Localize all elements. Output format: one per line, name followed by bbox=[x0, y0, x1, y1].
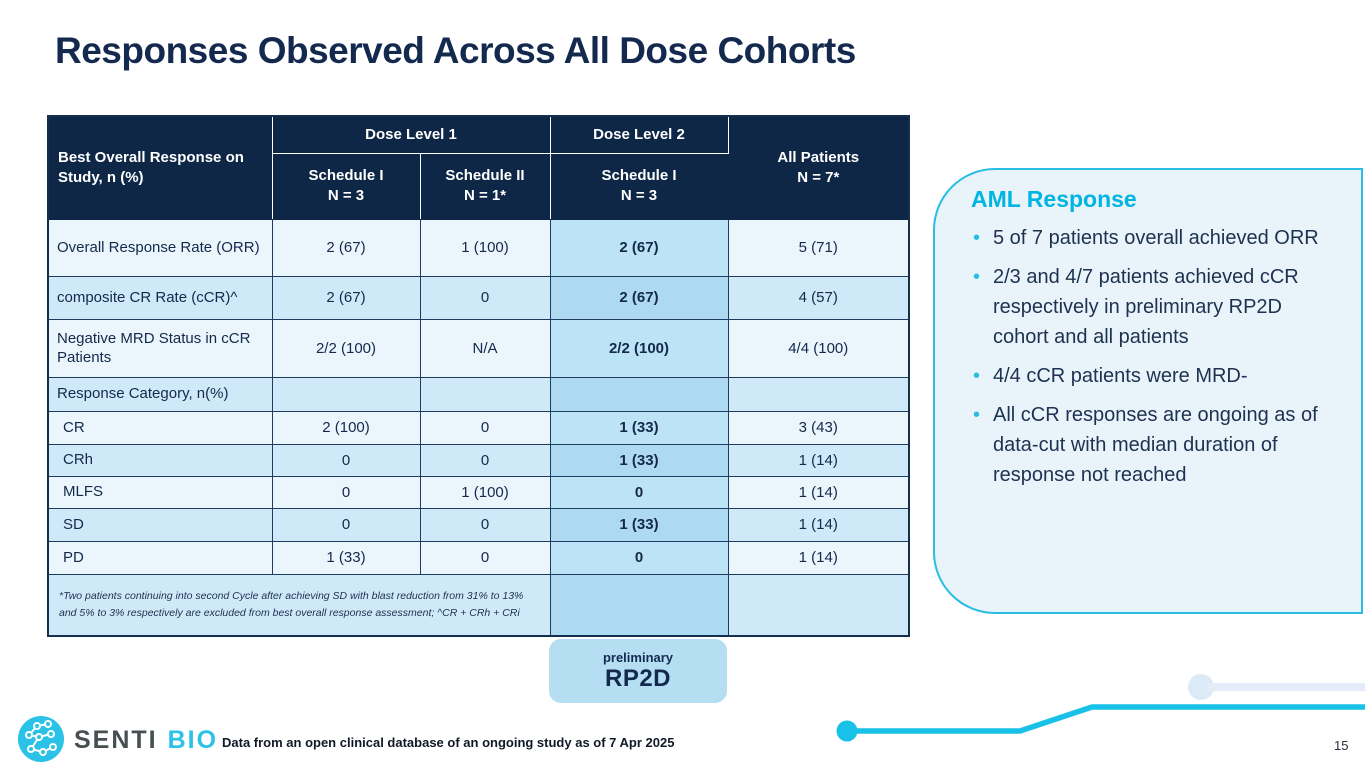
row-value bbox=[271, 376, 421, 412]
row-value: 0 bbox=[549, 540, 729, 575]
table-row: CRh 0 0 1 (33) 1 (14) bbox=[47, 443, 910, 477]
rp2d-label-small: preliminary bbox=[602, 649, 674, 665]
table-row: PD 1 (33) 0 0 1 (14) bbox=[47, 540, 910, 575]
corner-header: Best Overall Response on Study, n (%) bbox=[47, 115, 273, 220]
row-value: 1 (33) bbox=[549, 410, 729, 445]
table-row: Negative MRD Status in cCR Patients 2/2 (… bbox=[47, 318, 910, 378]
col-header-dl2-schedule-1: Schedule I N = 3 bbox=[549, 152, 729, 220]
group-header-dose-level-2: Dose Level 2 bbox=[549, 115, 729, 154]
row-value: 1 (14) bbox=[727, 507, 910, 542]
row-value: 1 (33) bbox=[549, 507, 729, 542]
row-value: 1 (14) bbox=[727, 443, 910, 477]
table-row: MLFS 0 1 (100) 0 1 (14) bbox=[47, 475, 910, 509]
footnote-empty-cell bbox=[727, 573, 910, 637]
row-value: 0 bbox=[271, 507, 421, 542]
data-source-note: Data from an open clinical database of a… bbox=[222, 735, 675, 750]
table-row: composite CR Rate (cCR)^ 2 (67) 0 2 (67) 4 (… bbox=[47, 275, 910, 320]
row-value: 2 (67) bbox=[271, 218, 421, 277]
row-value: 1 (14) bbox=[727, 540, 910, 575]
callout-bullet: All cCR responses are ongoing as of data… bbox=[971, 400, 1343, 490]
preliminary-rp2d-badge: preliminary RP2D bbox=[549, 639, 727, 703]
row-value: N/A bbox=[419, 318, 551, 378]
row-value: 0 bbox=[419, 540, 551, 575]
callout-bullet-list: 5 of 7 patients overall achieved ORR 2/3 … bbox=[971, 223, 1343, 490]
row-value: 1 (33) bbox=[549, 443, 729, 477]
page-number: 15 bbox=[1334, 738, 1349, 753]
table-row: CR 2 (100) 0 1 (33) 3 (43) bbox=[47, 410, 910, 445]
page-title: Responses Observed Across All Dose Cohor… bbox=[55, 30, 856, 71]
wordmark-bio: BIO bbox=[167, 726, 219, 754]
row-label: Negative MRD Status in cCR Patients bbox=[47, 318, 273, 378]
row-value: 0 bbox=[419, 410, 551, 445]
row-value: 5 (71) bbox=[727, 218, 910, 277]
table-body: Overall Response Rate (ORR) 2 (67) 1 (100)… bbox=[47, 218, 910, 575]
row-value: 0 bbox=[419, 275, 551, 320]
col-header-line2: N = 7* bbox=[797, 168, 840, 186]
row-value: 0 bbox=[271, 443, 421, 477]
row-value bbox=[727, 376, 910, 412]
col-header-dl1-schedule-2: Schedule II N = 1* bbox=[419, 152, 551, 220]
row-label: PD bbox=[47, 540, 273, 575]
row-label: MLFS bbox=[47, 475, 273, 509]
circuit-line-decoration bbox=[836, 674, 1365, 742]
row-value: 0 bbox=[271, 475, 421, 509]
row-value bbox=[549, 376, 729, 412]
group-header-dose-level-1: Dose Level 1 bbox=[271, 115, 551, 154]
col-header-line2: N = 3 bbox=[620, 187, 658, 204]
row-value: 2/2 (100) bbox=[549, 318, 729, 378]
callout-title: AML Response bbox=[971, 186, 1137, 212]
row-value: 1 (14) bbox=[727, 475, 910, 509]
row-label: composite CR Rate (cCR)^ bbox=[47, 275, 273, 320]
row-value bbox=[419, 376, 551, 412]
callout-bullet: 5 of 7 patients overall achieved ORR bbox=[971, 223, 1343, 253]
table-header: Best Overall Response on Study, n (%) Do… bbox=[47, 115, 910, 220]
row-value: 0 bbox=[419, 443, 551, 477]
col-header-dl1-schedule-1: Schedule I N = 3 bbox=[271, 152, 421, 220]
callout-bullet: 4/4 cCR patients were MRD- bbox=[971, 361, 1343, 391]
table-footer: *Two patients continuing into second Cyc… bbox=[47, 573, 910, 637]
response-table: Best Overall Response on Study, n (%) Do… bbox=[47, 115, 910, 637]
footnote-highlight-cell bbox=[549, 573, 729, 637]
rp2d-label-big: RP2D bbox=[604, 664, 672, 692]
col-header-all-patients: All Patients N = 7* bbox=[727, 115, 910, 220]
callout-bullet: 2/3 and 4/7 patients achieved cCR respec… bbox=[971, 262, 1343, 352]
response-table-container: Best Overall Response on Study, n (%) Do… bbox=[47, 115, 910, 637]
row-value: 2 (67) bbox=[549, 275, 729, 320]
row-value: 1 (33) bbox=[271, 540, 421, 575]
row-value: 0 bbox=[419, 507, 551, 542]
row-value: 2 (100) bbox=[271, 410, 421, 445]
senti-bio-logo-icon bbox=[18, 716, 64, 762]
table-footnote: *Two patients continuing into second Cyc… bbox=[47, 573, 551, 637]
row-value: 2 (67) bbox=[549, 218, 729, 277]
row-value: 1 (100) bbox=[419, 475, 551, 509]
table-row: SD 0 0 1 (33) 1 (14) bbox=[47, 507, 910, 542]
row-value: 4 (57) bbox=[727, 275, 910, 320]
col-header-line1: Schedule I bbox=[601, 166, 677, 184]
aml-response-callout: AML Response 5 of 7 patients overall ach… bbox=[933, 168, 1363, 614]
wordmark-senti: SENTI bbox=[74, 726, 158, 754]
row-label: SD bbox=[47, 507, 273, 542]
row-label: Response Category, n(%) bbox=[47, 376, 273, 412]
table-row: Overall Response Rate (ORR) 2 (67) 1 (100)… bbox=[47, 218, 910, 277]
col-header-line1: Schedule II bbox=[445, 166, 525, 184]
row-label: Overall Response Rate (ORR) bbox=[47, 218, 273, 277]
row-value: 4/4 (100) bbox=[727, 318, 910, 378]
senti-bio-wordmark: SENTI BIO bbox=[74, 726, 218, 755]
row-value: 0 bbox=[549, 475, 729, 509]
col-header-line2: N = 3 bbox=[327, 187, 365, 204]
row-label: CR bbox=[47, 410, 273, 445]
table-row: Response Category, n(%) bbox=[47, 376, 910, 412]
row-value: 3 (43) bbox=[727, 410, 910, 445]
col-header-line2: N = 1* bbox=[463, 187, 507, 204]
row-label: CRh bbox=[47, 443, 273, 477]
col-header-line1: All Patients bbox=[777, 148, 860, 166]
row-value: 2/2 (100) bbox=[271, 318, 421, 378]
row-value: 2 (67) bbox=[271, 275, 421, 320]
col-header-line1: Schedule I bbox=[308, 166, 384, 184]
row-value: 1 (100) bbox=[419, 218, 551, 277]
